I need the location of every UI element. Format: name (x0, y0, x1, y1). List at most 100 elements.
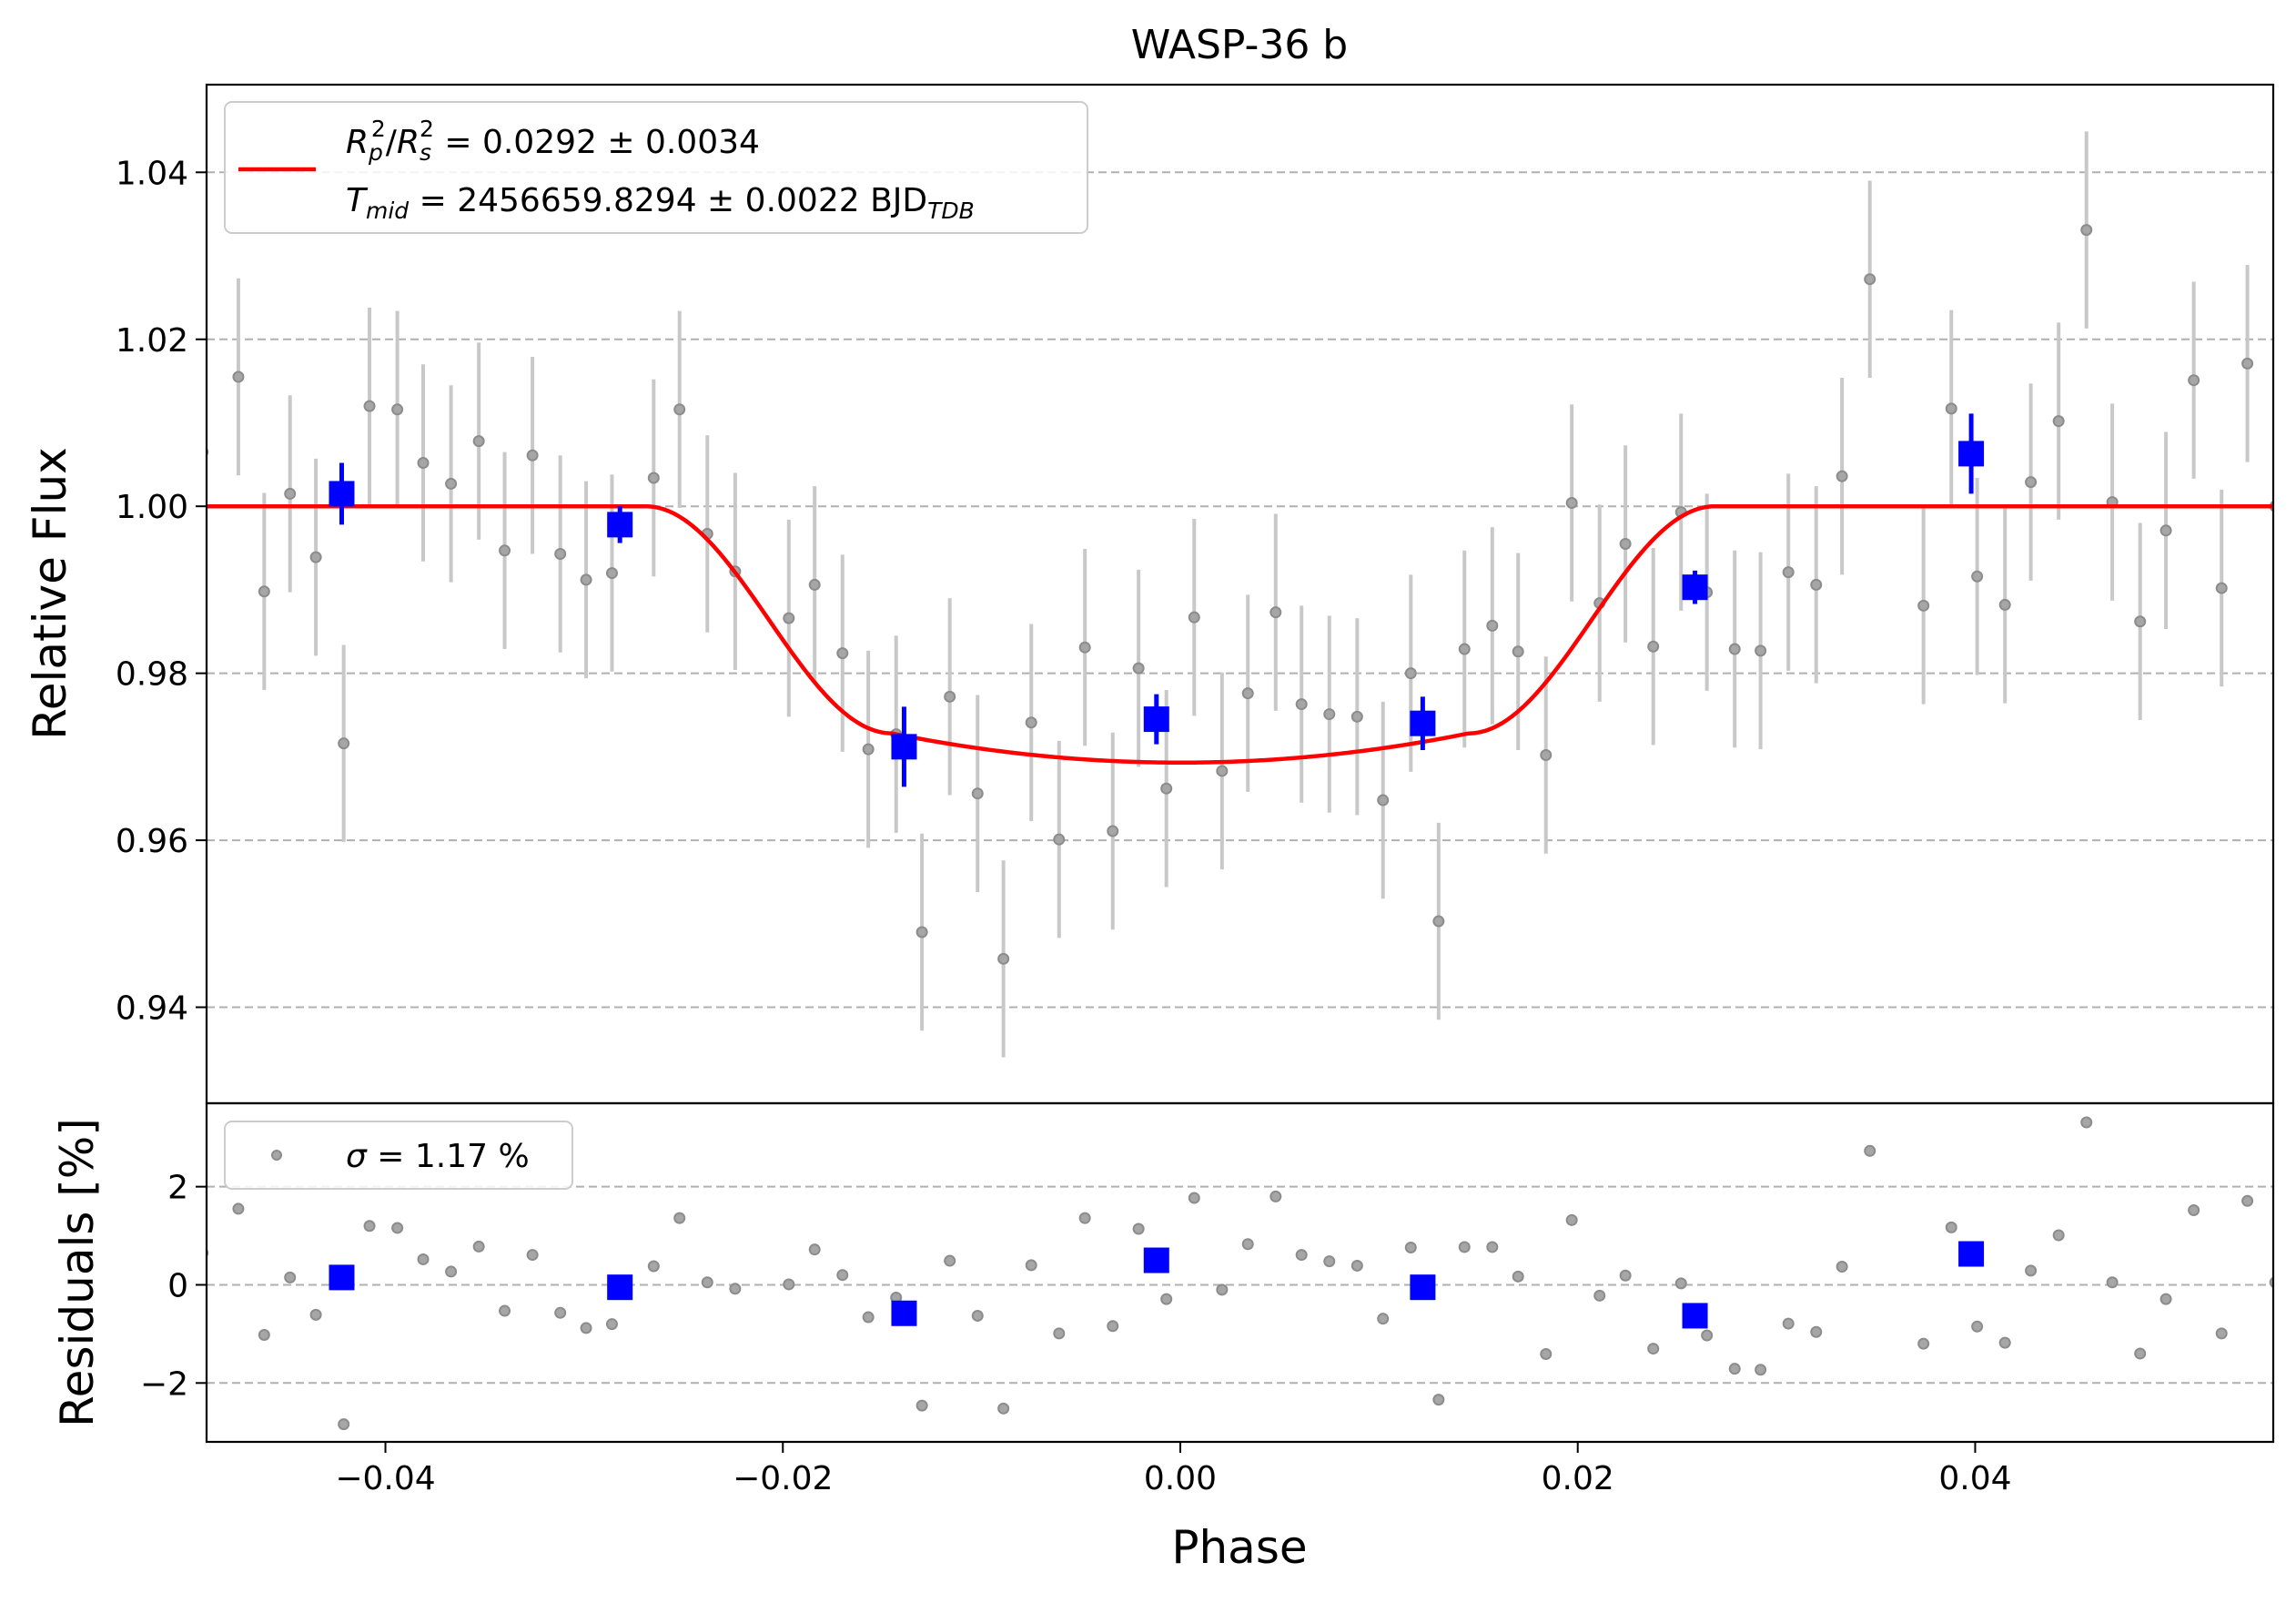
lightcurve-data-point (1755, 644, 1767, 657)
lightcurve-y-ticks: 0.94 0.96 0.98 1.00 1.02 1.04 (116, 155, 207, 1028)
lightcurve-data-point (1836, 470, 1848, 482)
residual-data-point (1404, 1242, 1417, 1254)
lightcurve-data-point (1917, 599, 1930, 612)
residual-data-point (363, 1220, 376, 1233)
lightcurve-data-point (1160, 782, 1173, 795)
residual-data-point (1295, 1249, 1308, 1262)
lightcurve-data-point (391, 403, 404, 416)
lightcurve-data-point (1216, 765, 1229, 777)
residual-data-point (580, 1322, 592, 1334)
lightcurve-data-point (1998, 598, 2011, 611)
residual-data-point (1216, 1283, 1229, 1296)
residual-data-point (309, 1308, 322, 1321)
lightcurve-data-point (1945, 402, 1957, 415)
residual-binned-point (1143, 1247, 1169, 1273)
residual-data-point (1160, 1293, 1173, 1305)
chart-title: WASP-36 b (1131, 22, 1348, 68)
residual-data-point (338, 1418, 350, 1431)
lightcurve-data-point (232, 370, 245, 383)
lightcurve-data-point (997, 952, 1010, 965)
residual-data-point (647, 1260, 660, 1273)
lightcurve-data-point (1188, 611, 1200, 624)
lightcurve-data-point (1540, 749, 1553, 762)
residual-data-point (1755, 1364, 1767, 1376)
residuals-legend-box (224, 1121, 573, 1190)
residual-data-point (701, 1276, 713, 1289)
residual-data-point (915, 1399, 928, 1412)
residual-data-point (2106, 1276, 2119, 1289)
residual-data-point (445, 1265, 458, 1278)
residual-data-point (971, 1309, 984, 1322)
lightcurve-data-point (1810, 578, 1823, 591)
lightcurve-legend: Rp2/Rs2 = 0.0292 ± 0.0034 Tmid = 2456659… (224, 101, 1088, 234)
legend-rp-rs-label: Rp2/Rs2 = 0.0292 ± 0.0034 (346, 116, 760, 166)
x-tick-label: 0.00 (1144, 1460, 1217, 1497)
residual-data-point (997, 1402, 1010, 1415)
lightcurve-y-tick-label: 0.96 (116, 823, 188, 860)
lightcurve-binned-point (1410, 710, 1436, 736)
residual-binned-point (607, 1274, 633, 1301)
residual-data-point (1025, 1259, 1037, 1272)
lightcurve-binned-point (1682, 574, 1708, 601)
lightcurve-data-point (445, 477, 458, 490)
residual-data-point (1323, 1255, 1336, 1268)
lightcurve-binned-point (329, 481, 355, 507)
residual-data-point (1107, 1320, 1119, 1333)
lightcurve-data-point (2188, 374, 2200, 387)
lightcurve-data-point (1107, 825, 1119, 837)
residual-data-point (1486, 1241, 1499, 1253)
transit-model-curve (207, 503, 2273, 766)
lightcurve-data-point (808, 578, 821, 591)
residual-data-point (1810, 1325, 1823, 1338)
legend-sigma-label: σ = 1.17 % (346, 1138, 530, 1175)
lightcurve-data-point (499, 544, 511, 557)
lightcurve-data-point (862, 743, 875, 756)
lightcurve-data-point (258, 585, 270, 598)
lightcurve-binned-points (329, 413, 1985, 787)
lightcurve-binned-point (1958, 441, 1985, 467)
lightcurve-data-point (554, 547, 567, 560)
residual-data-point (729, 1283, 742, 1295)
residual-data-point (1078, 1212, 1091, 1224)
residuals-binned-points (329, 1241, 1985, 1329)
legend-residual-marker (271, 1150, 282, 1161)
residual-binned-point (1682, 1303, 1708, 1329)
residual-data-point (1512, 1270, 1524, 1283)
residual-data-point (554, 1306, 567, 1319)
x-axis-label: Phase (1171, 1521, 1307, 1574)
residual-data-point (1593, 1289, 1606, 1302)
residual-data-point (417, 1253, 430, 1265)
lightcurve-data-point (2025, 476, 2038, 489)
lightcurve-data-point (309, 551, 322, 563)
residual-data-point (673, 1212, 686, 1224)
lightcurve-data-point (836, 647, 849, 660)
lightcurve-data-point (2215, 582, 2228, 594)
residual-data-point (1458, 1241, 1471, 1253)
residual-data-point (2188, 1204, 2200, 1217)
lightcurve-data-point (1241, 687, 1254, 700)
residual-data-point (1377, 1313, 1390, 1325)
residual-data-point (1432, 1394, 1445, 1406)
residual-data-point (2134, 1347, 2147, 1360)
lightcurve-y-axis-label: Relative Flux (24, 447, 76, 739)
residual-data-point (1917, 1337, 1930, 1350)
residual-data-point (836, 1269, 849, 1282)
lightcurve-y-tick-label: 0.98 (116, 656, 188, 694)
residual-data-point (232, 1202, 245, 1215)
lightcurve-data-point (1295, 698, 1308, 711)
residual-data-point (944, 1254, 956, 1267)
x-tick-label: 0.02 (1542, 1460, 1614, 1497)
residual-data-point (1945, 1221, 1957, 1233)
lightcurve-data-point (1458, 643, 1471, 655)
lightcurve-data-point (1025, 716, 1037, 729)
residual-data-point (258, 1328, 270, 1341)
residuals-x-ticks: −0.04 −0.02 0.00 0.02 0.04 (335, 1442, 2012, 1497)
residual-data-point (1971, 1320, 1984, 1333)
lightcurve-data-point (1647, 640, 1660, 653)
residuals-y-tick-label: −2 (140, 1365, 188, 1403)
lightcurve-data-point (284, 487, 297, 500)
lightcurve-panel: 0.94 0.96 0.98 1.00 1.02 1.04 Rp2/Rs2 = 0.029… (116, 83, 2275, 1105)
lightcurve-y-tick-label: 1.02 (116, 322, 188, 360)
